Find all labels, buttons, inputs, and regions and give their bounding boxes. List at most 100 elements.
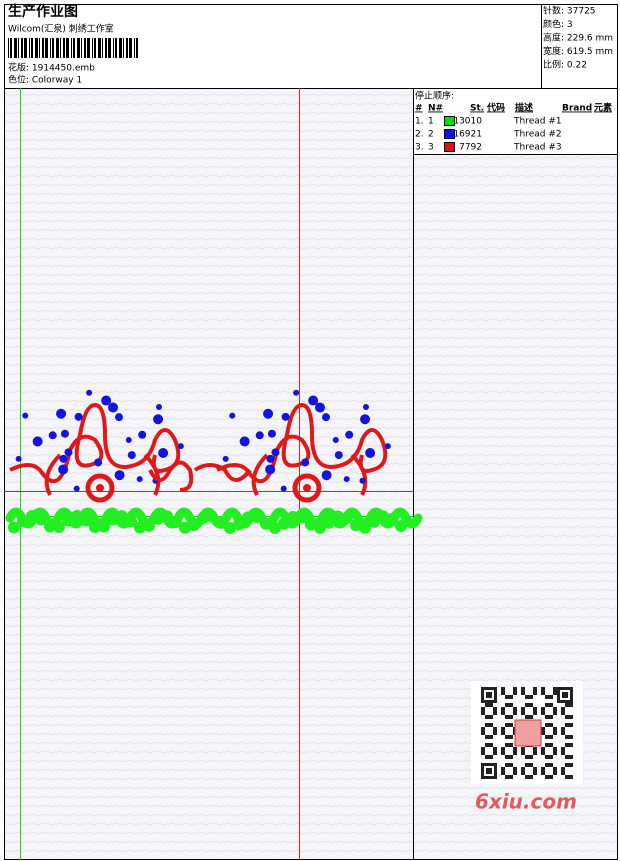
qr-cell — [509, 703, 513, 707]
thread-code: 13010 — [453, 117, 482, 127]
green-blob — [341, 512, 353, 525]
qr-cell — [565, 755, 569, 759]
green-blob — [134, 521, 146, 534]
company: Wilcom(汇泉) 刺绣工作室 — [8, 23, 114, 35]
colorway: 色位: Colorway 1 — [8, 74, 82, 86]
green-blob — [62, 514, 74, 527]
blue-leaf — [222, 455, 229, 462]
bar — [126, 38, 128, 58]
column-header: 代码 — [486, 102, 505, 114]
qr-cell — [485, 743, 489, 747]
green-blob — [197, 512, 209, 525]
qr-cell — [561, 747, 565, 751]
thread-description: Thread #2 — [513, 130, 562, 140]
qr-cell — [525, 775, 529, 779]
qr-cell — [505, 695, 509, 699]
green-blob — [116, 510, 128, 523]
green-blob — [170, 516, 182, 529]
bar — [60, 38, 61, 58]
qr-cell — [505, 755, 509, 759]
green-blob — [287, 510, 299, 523]
qr-cell — [529, 703, 533, 707]
bar — [56, 38, 59, 58]
qr-cell — [545, 743, 549, 747]
green-blob — [188, 519, 200, 532]
qr-cell — [505, 723, 509, 727]
blue-leaf — [267, 429, 276, 438]
qr-cell — [553, 767, 557, 771]
qr-cell — [569, 723, 573, 727]
green-blob — [26, 510, 38, 523]
green-blob — [251, 511, 263, 524]
qr-cell — [481, 727, 485, 731]
qr-cell — [509, 715, 513, 719]
qr-cell — [509, 695, 513, 699]
qr-cell — [505, 763, 509, 767]
qr-cell — [521, 711, 525, 715]
qr-cell — [541, 691, 545, 695]
qr-cell — [553, 711, 557, 715]
qr-cell — [509, 735, 513, 739]
qr-cell — [549, 775, 553, 779]
blue-leaf — [239, 436, 250, 447]
stat: 针数: 37725 — [543, 5, 596, 17]
qr-cell — [561, 727, 565, 731]
qr-cell — [529, 763, 533, 767]
qr-cell — [505, 735, 509, 739]
blue-leaf — [255, 431, 264, 440]
blue-leaf — [64, 448, 73, 457]
column-header: # — [415, 104, 423, 114]
title: 生产作业图 — [8, 3, 78, 20]
blue-leaf — [60, 429, 69, 438]
bar — [94, 38, 96, 58]
qr-cell — [541, 767, 545, 771]
bar — [50, 38, 51, 58]
qr-cell — [525, 695, 529, 699]
qr-cell — [569, 763, 573, 767]
blue-leaf — [229, 412, 236, 419]
qr-cell — [533, 747, 537, 751]
bar — [73, 38, 75, 58]
stat: 高度: 229.6 mm — [543, 32, 613, 44]
qr-cell — [541, 711, 545, 715]
bar — [18, 38, 19, 58]
blue-leaf — [359, 477, 366, 484]
qr-cell — [541, 727, 545, 731]
blue-leaf — [322, 413, 331, 422]
green-blob — [35, 513, 47, 526]
blue-leaf — [360, 414, 371, 425]
qr-cell — [525, 703, 529, 707]
qr-cell — [509, 775, 513, 779]
thread-description: Thread #3 — [513, 143, 562, 153]
qr-cell — [553, 751, 557, 755]
bar — [45, 38, 48, 58]
qr-cell — [489, 703, 493, 707]
qr-cell — [561, 771, 565, 775]
table-title: 停止顺序: — [415, 90, 454, 102]
qr-cell — [545, 755, 549, 759]
bar — [81, 38, 82, 58]
bar — [21, 38, 23, 58]
qr-cell — [553, 747, 557, 751]
qr-cell — [533, 707, 537, 711]
qr-cell — [569, 735, 573, 739]
blue-leaf — [59, 454, 68, 463]
qr-cell — [509, 723, 513, 727]
qr-cell — [565, 715, 569, 719]
blue-leaf — [308, 395, 319, 406]
blue-leaf — [153, 414, 164, 425]
qr-cell — [501, 711, 505, 715]
column-header: Brand — [562, 104, 592, 114]
blue-leaf — [22, 412, 29, 419]
column-header: 描述 — [515, 102, 533, 114]
blue-leaf — [334, 451, 343, 460]
blue-leaf — [94, 458, 103, 467]
bar — [39, 38, 40, 58]
qr-cell — [553, 707, 557, 711]
qr-cell — [493, 707, 497, 711]
blue-leaf — [86, 389, 93, 396]
qr-cell — [485, 755, 489, 759]
qr-cell — [545, 715, 549, 719]
green-blob — [107, 513, 119, 526]
